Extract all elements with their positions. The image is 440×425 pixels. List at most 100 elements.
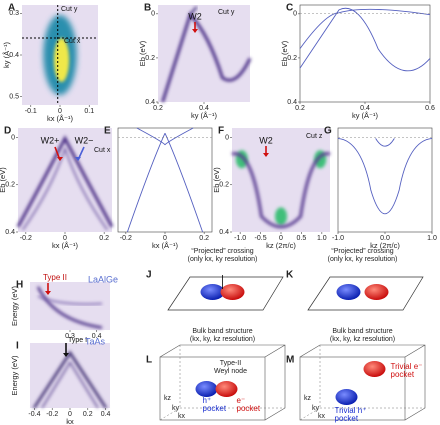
model-band [126, 133, 166, 233]
pocket-label: pocket [237, 404, 261, 413]
diagram-title: Bulk band structure [332, 328, 392, 335]
y-axis-label: Energy (eV) [10, 285, 19, 326]
x-tick-label: 0.4 [199, 105, 209, 112]
y-tick-label: 0 [151, 11, 155, 18]
heatmap-bg [30, 282, 110, 330]
x-tick-label: 0.4 [101, 411, 111, 418]
arrow-head [45, 291, 51, 295]
x-tick-label: 0.5 [297, 235, 307, 242]
panel: D -0.2 0 0.2 0 0.2 0.4 kx (Å⁻¹) Eb (eV) Cut x W2+ W… [0, 126, 114, 250]
y-tick-label: 0.2 [219, 182, 229, 189]
x-tick-label: 0.0 [380, 235, 390, 242]
annotation: W2+ [41, 135, 60, 145]
label: Type-II [220, 360, 241, 367]
panel-label: L [146, 355, 152, 366]
hole-pocket [335, 389, 358, 405]
x-tick-label: -1.0 [332, 235, 344, 242]
axis-label: ky [172, 405, 180, 412]
box-front [159, 356, 266, 421]
y-axis-label: Eb (eV) [280, 40, 289, 66]
panel-label: G [324, 126, 332, 137]
diagram-subtitle: (only kx, ky resolution) [328, 256, 398, 263]
hole-pocket [195, 381, 218, 397]
electron-pocket [220, 284, 245, 300]
plot-frame [117, 127, 213, 233]
y-tick-label: 0.3 [9, 10, 19, 17]
diagram-title: “Projected” crossing [191, 248, 253, 255]
panel: F -1.0 -0.5 0 0.5 1.0 0 0.2 0.4 kz (2π/c) Eb (eV) C… [212, 126, 331, 250]
diagram-subtitle: (kx, ky, kz resolution) [190, 336, 255, 343]
model-band [164, 133, 204, 233]
hole-pocket [200, 284, 225, 300]
arrow-head [192, 29, 198, 33]
x-tick-label: 0.2 [295, 105, 305, 112]
pocket-label: pocket [391, 370, 415, 379]
band [22, 146, 108, 231]
y-tick-label: 0.4 [9, 52, 19, 59]
panel: H 0.3 0.4 Energy (eV) Type II LaAlGe [10, 273, 118, 340]
heatmap-bg [158, 5, 250, 102]
band [41, 361, 99, 409]
y-axis-label: Eb (eV) [138, 40, 147, 66]
y-tick-label: 0 [225, 134, 229, 141]
x-tick-label: -0.2 [20, 235, 32, 242]
diagram-title: “Projected” crossing [331, 248, 393, 255]
y-tick-label: 0.2 [5, 182, 15, 189]
x-tick-label: 0.2 [199, 235, 209, 242]
arrow-head [75, 157, 81, 161]
pocket-label: Trivial h⁺ [335, 406, 367, 415]
annotation: W2 [259, 135, 273, 145]
x-axis-label: ky (Å⁻¹) [352, 111, 379, 120]
x-axis-label: ky (Å⁻¹) [191, 111, 218, 120]
axis-label: kz [164, 395, 172, 402]
y-tick-label: 0.4 [145, 99, 155, 106]
panel: A -0.1 0 0.1 0.3 0.4 0.5 kx (Å⁻¹) ky (Å⁻¹) Cut y C… [2, 3, 98, 123]
band [16, 135, 114, 228]
annotation: Cut z [306, 133, 323, 140]
panel-label: D [4, 126, 11, 137]
diagram: J “Projected” crossing(only kx, ky resolu… [146, 248, 284, 311]
y-tick-label: 0.4 [5, 229, 15, 236]
x-tick-label: 0.2 [153, 105, 163, 112]
annotation: Cut y [61, 6, 78, 13]
band [32, 350, 108, 409]
diagram-subtitle: (kx, ky, kz resolution) [330, 336, 395, 343]
x-axis-label: kx [66, 417, 74, 425]
x-tick-label: 0.2 [83, 411, 93, 418]
plot-frame [299, 4, 431, 103]
electron-pocket [364, 284, 389, 300]
diagram: K “Projected” crossing(only kx, ky resolu… [286, 248, 424, 311]
x-tick-label: 0.4 [360, 105, 370, 112]
axis-label: kx [318, 413, 326, 420]
x-tick-label: 0 [63, 235, 67, 242]
x-tick-label: 0.2 [99, 235, 109, 242]
x-tick-label: 0.4 [92, 333, 102, 340]
x-axis-label: kz (2π/c) [266, 241, 296, 250]
model-band [299, 7, 431, 72]
pocket-label: pocket [335, 414, 359, 423]
panel-label: J [146, 270, 152, 281]
hole-pocket [336, 284, 361, 300]
x-tick-label: 0.1 [84, 108, 94, 115]
panel-label: I [16, 341, 19, 352]
plot-frame [337, 127, 433, 233]
x-axis-label: kx (Å⁻¹) [47, 114, 74, 123]
band [36, 286, 103, 329]
arrow-head [63, 353, 69, 357]
panel: E -0.2 0 0.2 kx (Å⁻¹) [104, 126, 213, 250]
x-tick-label: -0.2 [120, 235, 132, 242]
y-axis-label: Eb (eV) [212, 167, 221, 193]
y-axis-label: Energy (eV) [10, 355, 19, 396]
annotation: W2− [75, 135, 94, 145]
intensity-spot [275, 207, 287, 226]
x-tick-label: 1.0 [317, 235, 327, 242]
box-back [299, 344, 426, 421]
pocket-label: h⁺ [203, 396, 212, 405]
x-tick-label: 1.0 [427, 235, 437, 242]
arrow-head [57, 157, 63, 161]
arrow-head [263, 153, 269, 157]
box-hidden [159, 345, 285, 421]
y-tick-label: 0 [293, 11, 297, 18]
